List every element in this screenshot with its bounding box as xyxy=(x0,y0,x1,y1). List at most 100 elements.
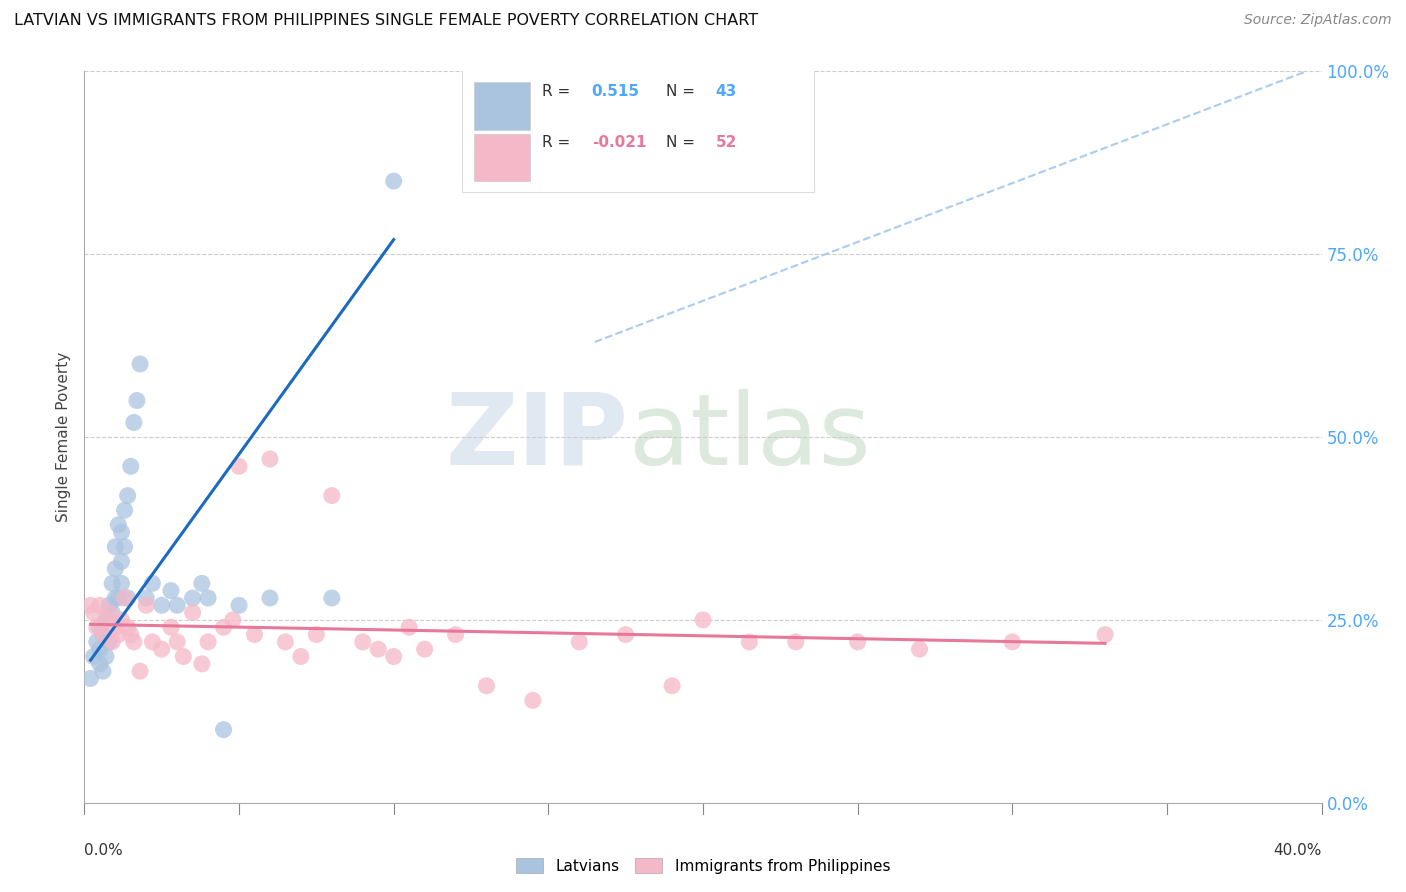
FancyBboxPatch shape xyxy=(474,82,530,130)
Point xyxy=(259,452,281,467)
Point xyxy=(98,606,121,620)
Point xyxy=(110,525,132,540)
Point xyxy=(125,393,148,408)
Point xyxy=(321,489,343,503)
Point xyxy=(117,620,139,634)
Text: ZIP: ZIP xyxy=(446,389,628,485)
Point xyxy=(150,599,173,613)
Point xyxy=(352,635,374,649)
Text: N =: N = xyxy=(666,84,700,99)
Point xyxy=(94,613,117,627)
Point xyxy=(172,649,194,664)
Point xyxy=(413,642,436,657)
Point xyxy=(83,606,105,620)
Point xyxy=(91,627,114,641)
Point xyxy=(89,657,111,671)
FancyBboxPatch shape xyxy=(474,134,530,181)
Point xyxy=(98,599,121,613)
Point xyxy=(122,635,145,649)
Text: LATVIAN VS IMMIGRANTS FROM PHILIPPINES SINGLE FEMALE POVERTY CORRELATION CHART: LATVIAN VS IMMIGRANTS FROM PHILIPPINES S… xyxy=(14,13,758,29)
Point xyxy=(94,613,117,627)
Point xyxy=(101,576,124,591)
Point xyxy=(398,620,420,634)
Point xyxy=(274,635,297,649)
Point xyxy=(444,627,467,641)
Legend: Latvians, Immigrants from Philippines: Latvians, Immigrants from Philippines xyxy=(510,852,896,880)
FancyBboxPatch shape xyxy=(461,64,814,192)
Point xyxy=(86,635,108,649)
Point xyxy=(1001,635,1024,649)
Text: 0.515: 0.515 xyxy=(592,84,640,99)
Point xyxy=(197,635,219,649)
Point xyxy=(117,591,139,605)
Point xyxy=(104,620,127,634)
Point xyxy=(86,620,108,634)
Text: 0.0%: 0.0% xyxy=(84,843,124,858)
Point xyxy=(212,723,235,737)
Point xyxy=(614,627,637,641)
Point xyxy=(104,591,127,605)
Point xyxy=(135,591,157,605)
Point xyxy=(83,649,105,664)
Point xyxy=(228,599,250,613)
Point xyxy=(114,503,136,517)
Text: 43: 43 xyxy=(716,84,737,99)
Point xyxy=(166,599,188,613)
Point xyxy=(101,606,124,620)
Point xyxy=(785,635,807,649)
Point xyxy=(568,635,591,649)
Point xyxy=(110,613,132,627)
Point xyxy=(160,583,183,598)
Point xyxy=(367,642,389,657)
Point xyxy=(110,576,132,591)
Point xyxy=(135,599,157,613)
Point xyxy=(91,664,114,678)
Point xyxy=(321,591,343,605)
Point xyxy=(98,635,121,649)
Point xyxy=(259,591,281,605)
Point xyxy=(107,591,129,605)
Point xyxy=(120,459,142,474)
Point xyxy=(129,664,152,678)
Point xyxy=(212,620,235,634)
Point xyxy=(79,672,101,686)
Point xyxy=(908,642,931,657)
Point xyxy=(181,606,204,620)
Point xyxy=(91,627,114,641)
Point xyxy=(122,416,145,430)
Point xyxy=(117,489,139,503)
Point xyxy=(382,649,405,664)
Point xyxy=(94,649,117,664)
Point xyxy=(110,554,132,568)
Point xyxy=(243,627,266,641)
Point xyxy=(107,627,129,641)
Point xyxy=(79,599,101,613)
Point xyxy=(475,679,498,693)
Text: R =: R = xyxy=(543,84,575,99)
Point xyxy=(191,657,214,671)
Point xyxy=(89,642,111,657)
Point xyxy=(1094,627,1116,641)
Text: N =: N = xyxy=(666,135,700,150)
Point xyxy=(197,591,219,605)
Point xyxy=(222,613,245,627)
Point xyxy=(692,613,714,627)
Text: 40.0%: 40.0% xyxy=(1274,843,1322,858)
Point xyxy=(104,540,127,554)
Point xyxy=(89,599,111,613)
Point xyxy=(89,620,111,634)
Text: R =: R = xyxy=(543,135,575,150)
Text: 52: 52 xyxy=(716,135,737,150)
Point xyxy=(129,357,152,371)
Point xyxy=(114,591,136,605)
Point xyxy=(104,562,127,576)
Point xyxy=(305,627,328,641)
Point xyxy=(107,517,129,532)
Point xyxy=(661,679,683,693)
Text: Source: ZipAtlas.com: Source: ZipAtlas.com xyxy=(1244,13,1392,28)
Point xyxy=(191,576,214,591)
Point xyxy=(522,693,544,707)
Y-axis label: Single Female Poverty: Single Female Poverty xyxy=(56,352,72,522)
Point xyxy=(101,635,124,649)
Point xyxy=(160,620,183,634)
